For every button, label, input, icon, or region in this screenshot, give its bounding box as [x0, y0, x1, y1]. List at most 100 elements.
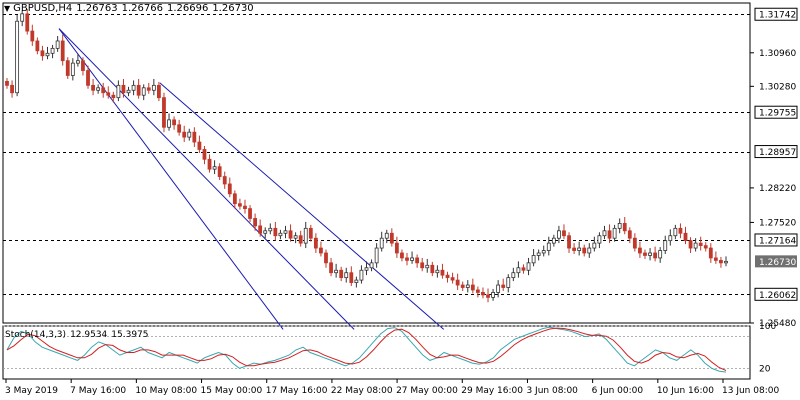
level-tag-label: 1.26062 [759, 291, 796, 301]
candle-body [668, 235, 673, 242]
candle-body [339, 269, 344, 279]
level-tag-label: 1.28957 [759, 148, 796, 158]
candle-body [243, 205, 247, 210]
candle-body [506, 277, 511, 288]
candle [602, 225, 607, 240]
time-tick-label: 6 Jun 00:00 [592, 386, 644, 396]
candle [121, 78, 126, 98]
candle-body [627, 230, 632, 239]
candle-body [536, 252, 541, 256]
stoch-signal-line [6, 327, 727, 371]
candle-body [607, 230, 612, 239]
price-tick-label: 1.27520 [759, 218, 796, 228]
candle-body [587, 247, 592, 254]
time-tick-label: 27 May 00:00 [396, 386, 458, 396]
candle-body [557, 230, 561, 239]
candle-body [567, 235, 571, 249]
level-tag-box [754, 105, 798, 119]
candle-body [546, 242, 551, 251]
time-tick-label: 15 May 00:00 [201, 386, 263, 396]
candle-body [486, 294, 490, 298]
candle-body [187, 131, 192, 138]
candle-body [40, 50, 45, 57]
candle-body [678, 227, 683, 234]
candle-body [374, 247, 379, 264]
candle-body [96, 87, 101, 91]
candle [60, 34, 65, 66]
level-tag-box [754, 145, 798, 159]
candle-body [445, 274, 450, 279]
candle-body [222, 176, 227, 185]
candle [648, 248, 652, 261]
candle [557, 225, 561, 244]
candle-body [379, 237, 384, 249]
candle [146, 82, 151, 94]
candle [222, 171, 227, 189]
candle-body [227, 183, 232, 195]
candle-body [602, 230, 607, 237]
candle [465, 280, 470, 293]
candle [308, 224, 313, 242]
candle-body [5, 80, 9, 86]
candle-body [597, 235, 602, 244]
candle [25, 8, 30, 35]
candle [278, 229, 283, 240]
candle [698, 236, 703, 251]
candle [212, 160, 217, 175]
candle [45, 46, 50, 60]
candle-body [415, 257, 420, 264]
candle [617, 218, 622, 234]
candle-body [253, 218, 258, 227]
candle-body [516, 267, 521, 274]
candle [708, 243, 713, 263]
candle-body [268, 227, 273, 232]
stoch-signal-value: 15.3975 [111, 330, 149, 340]
candle [450, 272, 455, 284]
axes: 1.30960 1.30280 1.28220 1.27520 1.25480 1.317… [5, 7, 798, 396]
candle-body [420, 262, 425, 269]
candle-body [126, 89, 131, 94]
candle-body [394, 242, 399, 254]
candle [374, 243, 379, 268]
candle [157, 81, 161, 102]
candle-body [172, 119, 176, 126]
candle [521, 264, 526, 274]
candle-body [572, 247, 576, 251]
candle-body [410, 257, 414, 261]
candle [151, 78, 156, 96]
candle-body [562, 230, 566, 237]
candle-body [389, 232, 394, 244]
candle-body [207, 158, 212, 170]
candle-body [55, 40, 60, 49]
candle-body [526, 262, 531, 271]
candle [96, 84, 101, 94]
candle-body [263, 230, 268, 234]
regression-channels [58, 28, 445, 330]
candle [273, 221, 278, 241]
candle-body [15, 20, 20, 94]
collapse-triangle-icon[interactable]: ▼ [4, 4, 11, 13]
candle [470, 278, 475, 294]
candle-body [648, 252, 652, 256]
candle-body [10, 84, 14, 94]
candle [20, 10, 25, 27]
candle-body [146, 87, 151, 91]
candle [653, 246, 658, 262]
candle [713, 251, 718, 264]
candle [551, 234, 556, 247]
candle-body [141, 87, 146, 96]
time-tick-label: 22 May 08:00 [331, 386, 393, 396]
candle-body [131, 84, 136, 91]
candle-body [693, 242, 698, 249]
candle-body [329, 262, 333, 274]
price-tick-label: 1.30960 [759, 49, 796, 59]
candle-body [663, 240, 668, 251]
candle-body [313, 237, 318, 249]
candle-body [541, 250, 546, 254]
candle [227, 177, 232, 198]
candle-body [521, 267, 526, 271]
candle-body [293, 235, 298, 239]
price-tick-label: 1.25480 [759, 319, 796, 329]
horizontal-levels [3, 14, 750, 295]
